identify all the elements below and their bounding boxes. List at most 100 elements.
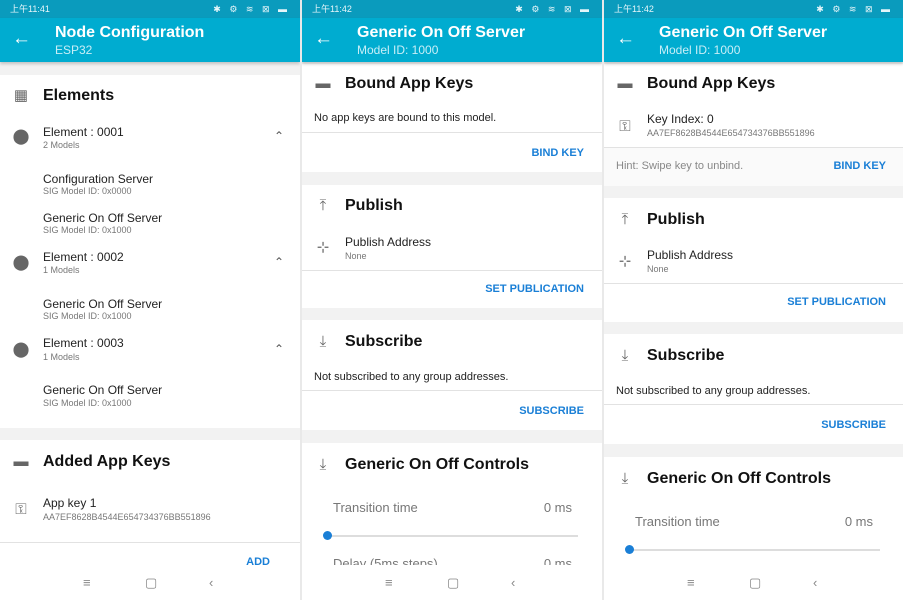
element-name: Element : 0001 bbox=[43, 125, 124, 139]
status-time: 上午11:42 bbox=[312, 4, 352, 14]
status-bar: 上午11:41 ✱ ⚙ ≋ ⊠ ▬ bbox=[0, 0, 300, 18]
bound-keys-card: ▬ Bound App Keys No app keys are bound t… bbox=[302, 64, 602, 172]
model-screen-unbound: 上午11:42 ✱ ⚙ ≋ ⊠ ▬ ← Generic On Off Server… bbox=[302, 0, 602, 600]
folder-key-icon: ▬ bbox=[617, 75, 633, 92]
toolbar: ← Generic On Off Server Model ID: 1000 bbox=[604, 18, 903, 62]
download-icon: ⤓ bbox=[621, 347, 629, 364]
key-icon: ⚿ bbox=[619, 118, 631, 135]
add-button[interactable]: ADD bbox=[246, 556, 270, 568]
transition-time-value: 0 ms bbox=[844, 514, 873, 529]
navigation-bar: ≡ ▢ ‹ bbox=[0, 565, 300, 600]
bound-keys-header: Bound App Keys bbox=[345, 75, 474, 92]
page-title: Generic On Off Server bbox=[357, 24, 526, 41]
chevron-up-icon[interactable]: ⌃ bbox=[274, 255, 285, 269]
upload-icon: ⤒ bbox=[319, 197, 327, 214]
divider bbox=[604, 404, 903, 405]
subscribe-button[interactable]: SUBSCRIBE bbox=[821, 419, 886, 431]
element-models-count: 1 Models bbox=[43, 265, 80, 275]
navigation-bar: ≡ ▢ ‹ bbox=[604, 565, 903, 600]
transition-time-label: Transition time bbox=[333, 500, 418, 515]
divider bbox=[0, 542, 300, 543]
divider bbox=[604, 147, 903, 148]
back-icon[interactable]: ‹ bbox=[813, 575, 818, 590]
element-icon: ⬤ bbox=[12, 254, 30, 271]
hint-row: Hint: Swipe key to unbind. BIND KEY bbox=[604, 148, 903, 186]
home-icon[interactable]: ▢ bbox=[749, 575, 762, 590]
controls-header: Generic On Off Controls bbox=[647, 470, 832, 487]
model-name: Configuration Server bbox=[43, 172, 154, 186]
controls-card: ⤓ Generic On Off Controls Transition tim… bbox=[604, 457, 903, 565]
back-icon[interactable]: ‹ bbox=[511, 575, 516, 590]
key-value: AA7EF8628B4544E654734376BB551896 bbox=[647, 128, 815, 138]
status-icons: ✱ ⚙ ≋ ⊠ ▬ bbox=[213, 4, 290, 14]
publish-address-label: Publish Address bbox=[345, 235, 432, 249]
status-icons: ✱ ⚙ ≋ ⊠ ▬ bbox=[515, 4, 592, 14]
divider bbox=[604, 283, 903, 284]
menu-icon[interactable]: ≡ bbox=[83, 575, 91, 590]
controls-card: ⤓ Generic On Off Controls Transition tim… bbox=[302, 443, 602, 583]
status-bar: 上午11:42 ✱ ⚙ ≋ ⊠ ▬ bbox=[302, 0, 602, 18]
publish-header: Publish bbox=[345, 197, 403, 214]
menu-icon[interactable]: ≡ bbox=[385, 575, 393, 590]
transition-time-slider[interactable] bbox=[625, 545, 880, 554]
folder-key-icon: ▬ bbox=[315, 75, 331, 92]
elements-header: Elements bbox=[43, 87, 115, 104]
status-time: 上午11:41 bbox=[10, 4, 50, 14]
back-arrow-icon[interactable]: ← bbox=[314, 28, 333, 49]
publish-card: ⤒ Publish ⊹ Publish Address None SET PUB… bbox=[604, 198, 903, 322]
bound-keys-header: Bound App Keys bbox=[647, 75, 776, 92]
bind-key-button[interactable]: BIND KEY bbox=[833, 160, 886, 172]
download-icon: ⤓ bbox=[319, 456, 327, 473]
model-id: SIG Model ID: 0x1000 bbox=[43, 398, 132, 408]
set-publication-button[interactable]: SET PUBLICATION bbox=[485, 283, 584, 295]
element-icon: ⬤ bbox=[12, 341, 30, 358]
transition-time-label: Transition time bbox=[635, 514, 720, 529]
home-icon[interactable]: ▢ bbox=[145, 575, 158, 590]
key-index: Key Index: 0 bbox=[647, 112, 714, 126]
widgets-icon: ▦ bbox=[13, 87, 29, 104]
bind-key-button[interactable]: BIND KEY bbox=[531, 147, 584, 159]
transition-time-value: 0 ms bbox=[543, 500, 572, 515]
menu-icon[interactable]: ≡ bbox=[687, 575, 695, 590]
publish-header: Publish bbox=[647, 211, 705, 228]
subscribe-header: Subscribe bbox=[647, 347, 725, 364]
network-icon: ⊹ bbox=[316, 239, 330, 256]
set-publication-button[interactable]: SET PUBLICATION bbox=[787, 296, 886, 308]
status-icons: ✱ ⚙ ≋ ⊠ ▬ bbox=[816, 4, 893, 14]
home-icon[interactable]: ▢ bbox=[447, 575, 460, 590]
upload-icon: ⤒ bbox=[621, 211, 629, 228]
publish-card: ⤒ Publish ⊹ Publish Address None SET PUB… bbox=[302, 185, 602, 308]
back-icon[interactable]: ‹ bbox=[209, 575, 214, 590]
download-icon: ⤓ bbox=[621, 470, 629, 487]
element-models-count: 1 Models bbox=[43, 352, 80, 362]
back-arrow-icon[interactable]: ← bbox=[12, 28, 31, 49]
subscribe-button[interactable]: SUBSCRIBE bbox=[519, 405, 584, 417]
publish-address-value: None bbox=[647, 264, 669, 274]
app-keys-card: ▬ Added App Keys ⚿ App key 1 AA7EF8628B4… bbox=[0, 440, 300, 568]
bound-keys-empty-text: No app keys are bound to this model. bbox=[314, 112, 497, 124]
unbind-hint: Hint: Swipe key to unbind. bbox=[616, 160, 744, 172]
transition-time-slider[interactable] bbox=[323, 531, 578, 540]
page-subtitle: Model ID: 1000 bbox=[357, 43, 439, 57]
slider-thumb[interactable] bbox=[625, 545, 634, 554]
folder-key-icon: ▬ bbox=[13, 453, 29, 470]
page-subtitle: Model ID: 1000 bbox=[659, 43, 741, 57]
download-icon: ⤓ bbox=[319, 333, 327, 350]
chevron-up-icon[interactable]: ⌃ bbox=[274, 342, 285, 356]
app-key-name: App key 1 bbox=[43, 496, 97, 510]
chevron-up-icon[interactable]: ⌃ bbox=[274, 129, 285, 143]
model-id: SIG Model ID: 0x1000 bbox=[43, 225, 132, 235]
subscribe-empty-text: Not subscribed to any group addresses. bbox=[314, 371, 509, 383]
divider bbox=[302, 270, 602, 271]
element-name: Element : 0003 bbox=[43, 336, 124, 350]
toolbar: ← Generic On Off Server Model ID: 1000 bbox=[302, 18, 602, 62]
element-name: Element : 0002 bbox=[43, 250, 124, 264]
slider-thumb[interactable] bbox=[323, 531, 332, 540]
model-screen-bound: 上午11:42 ✱ ⚙ ≋ ⊠ ▬ ← Generic On Off Server… bbox=[604, 0, 903, 600]
back-arrow-icon[interactable]: ← bbox=[616, 28, 635, 49]
node-configuration-screen: 上午11:41 ✱ ⚙ ≋ ⊠ ▬ ← Node Configuration ES… bbox=[0, 0, 300, 600]
elements-card: ▦ Elements ⬤ Element : 0001 2 Models ⌃ C… bbox=[0, 75, 300, 428]
toolbar: ← Node Configuration ESP32 bbox=[0, 18, 300, 62]
network-icon: ⊹ bbox=[618, 253, 632, 270]
subscribe-empty-text: Not subscribed to any group addresses. bbox=[616, 385, 811, 397]
